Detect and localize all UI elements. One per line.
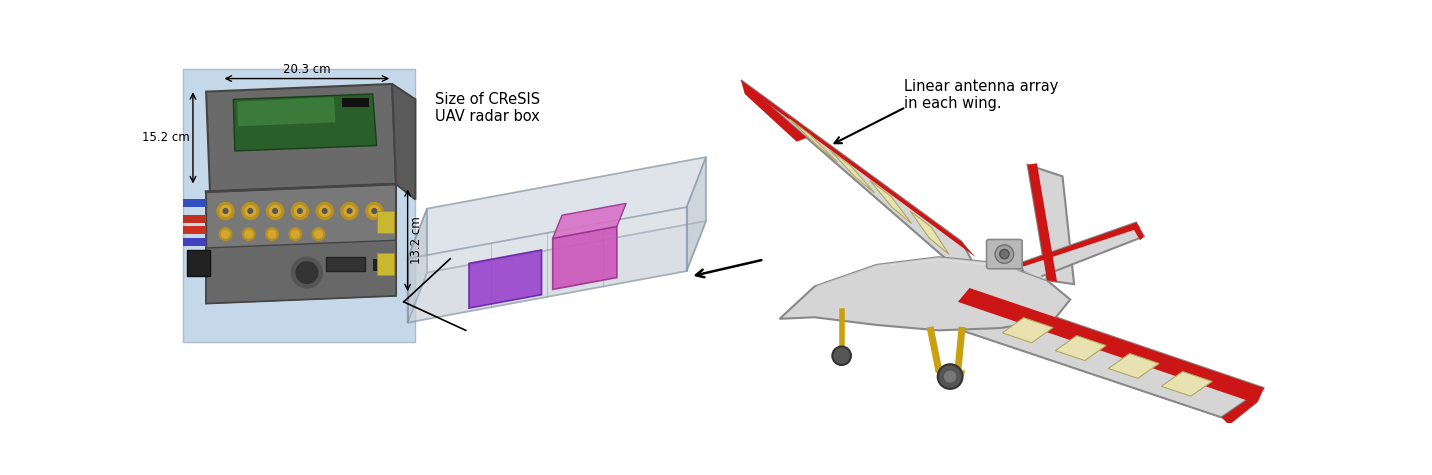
Text: 13.2 cm: 13.2 cm <box>410 217 422 264</box>
Polygon shape <box>911 211 949 254</box>
Text: 15.2 cm: 15.2 cm <box>142 132 190 144</box>
Polygon shape <box>1028 165 1074 284</box>
Polygon shape <box>740 80 806 142</box>
Circle shape <box>221 206 231 217</box>
Polygon shape <box>815 257 1047 286</box>
Text: Linear antenna array
in each wing.: Linear antenna array in each wing. <box>904 78 1058 111</box>
Polygon shape <box>1002 318 1053 343</box>
Circle shape <box>272 209 278 213</box>
Circle shape <box>268 230 276 238</box>
Text: 20.3 cm: 20.3 cm <box>284 63 331 76</box>
Polygon shape <box>1161 371 1211 396</box>
Circle shape <box>242 202 259 219</box>
Polygon shape <box>1020 223 1140 266</box>
Circle shape <box>312 228 325 240</box>
Circle shape <box>222 230 229 238</box>
Polygon shape <box>958 288 1264 402</box>
Circle shape <box>341 202 358 219</box>
Polygon shape <box>206 184 397 304</box>
Polygon shape <box>233 94 377 151</box>
Polygon shape <box>779 257 1070 330</box>
Circle shape <box>248 209 252 213</box>
FancyBboxPatch shape <box>377 211 394 233</box>
Polygon shape <box>1221 388 1264 425</box>
Polygon shape <box>789 119 838 162</box>
Circle shape <box>291 202 308 219</box>
Circle shape <box>316 202 334 219</box>
Circle shape <box>296 262 318 284</box>
Circle shape <box>295 206 305 217</box>
FancyBboxPatch shape <box>186 249 211 276</box>
Polygon shape <box>553 203 626 238</box>
Polygon shape <box>927 288 1264 418</box>
Polygon shape <box>686 157 706 271</box>
Polygon shape <box>740 80 975 257</box>
Polygon shape <box>427 157 706 273</box>
Circle shape <box>291 230 299 238</box>
Circle shape <box>289 228 302 240</box>
Circle shape <box>365 202 382 219</box>
Circle shape <box>372 209 377 213</box>
Circle shape <box>218 202 233 219</box>
Circle shape <box>219 228 232 240</box>
Circle shape <box>245 206 256 217</box>
Circle shape <box>266 228 278 240</box>
Text: Size of CReSIS
UAV radar box: Size of CReSIS UAV radar box <box>435 92 540 124</box>
Circle shape <box>347 209 352 213</box>
Circle shape <box>269 206 281 217</box>
Polygon shape <box>553 227 617 289</box>
Circle shape <box>223 209 228 213</box>
Polygon shape <box>408 157 706 259</box>
Circle shape <box>995 245 1014 263</box>
Polygon shape <box>1020 223 1144 282</box>
Polygon shape <box>1028 163 1057 282</box>
Polygon shape <box>1055 335 1106 361</box>
Polygon shape <box>1134 223 1144 240</box>
FancyBboxPatch shape <box>183 215 206 223</box>
Circle shape <box>315 230 322 238</box>
Polygon shape <box>740 80 992 300</box>
Circle shape <box>245 230 252 238</box>
Polygon shape <box>206 240 397 304</box>
Polygon shape <box>408 221 706 323</box>
Polygon shape <box>869 180 912 224</box>
Circle shape <box>344 206 355 217</box>
Circle shape <box>319 206 331 217</box>
Circle shape <box>322 209 326 213</box>
Polygon shape <box>392 84 415 200</box>
Polygon shape <box>408 207 686 323</box>
Polygon shape <box>1108 353 1158 379</box>
Circle shape <box>938 364 962 389</box>
FancyBboxPatch shape <box>183 200 206 207</box>
Circle shape <box>298 209 302 213</box>
FancyBboxPatch shape <box>372 259 390 269</box>
Polygon shape <box>206 84 397 192</box>
Polygon shape <box>238 97 335 126</box>
Circle shape <box>944 370 957 383</box>
Circle shape <box>242 228 255 240</box>
FancyBboxPatch shape <box>987 239 1022 269</box>
Circle shape <box>291 257 322 288</box>
Polygon shape <box>470 250 541 308</box>
Circle shape <box>1000 249 1010 259</box>
FancyBboxPatch shape <box>183 227 206 234</box>
Circle shape <box>266 202 284 219</box>
FancyBboxPatch shape <box>183 68 415 342</box>
Circle shape <box>369 206 379 217</box>
FancyBboxPatch shape <box>183 238 206 246</box>
FancyBboxPatch shape <box>326 257 365 271</box>
Circle shape <box>832 347 851 365</box>
Polygon shape <box>829 150 875 193</box>
FancyBboxPatch shape <box>377 253 394 275</box>
FancyBboxPatch shape <box>342 98 369 107</box>
Polygon shape <box>408 209 427 323</box>
